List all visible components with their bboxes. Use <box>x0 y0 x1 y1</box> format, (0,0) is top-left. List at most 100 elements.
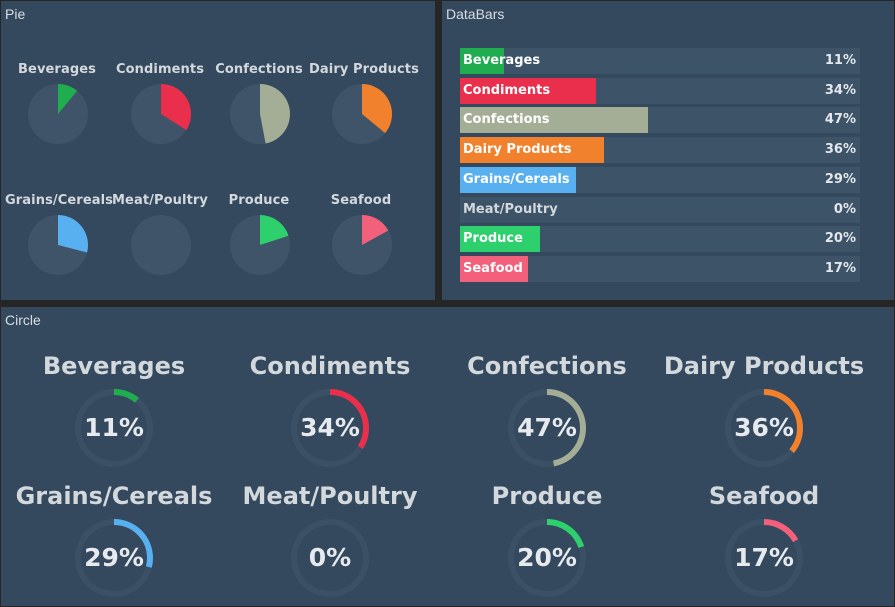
gauge-arc <box>75 519 153 597</box>
databar-fill <box>460 167 576 193</box>
databar-label: Meat/Poultry <box>463 202 558 217</box>
gauge-label: Seafood <box>708 482 820 510</box>
pie-chart <box>131 84 191 144</box>
databar-percent: 47% <box>824 112 856 127</box>
pie-item-beverages: Beverages <box>5 62 109 172</box>
pie-item-produce: Produce <box>207 193 311 303</box>
databar-row-meat-poultry: Meat/Poultry 0% <box>460 197 860 223</box>
gauge-arc <box>725 519 803 597</box>
gauge-ring <box>725 389 803 467</box>
gauge-ring <box>75 519 153 597</box>
pie-item-seafood: Seafood <box>309 193 413 303</box>
databar-percent: 17% <box>824 261 856 276</box>
pie-slice <box>362 215 389 245</box>
databar-label: Seafood <box>463 261 523 276</box>
databars-panel-title: DataBars <box>446 6 505 22</box>
pie-chart <box>28 84 88 144</box>
databar-fill <box>460 256 528 282</box>
pie-label: Condiments <box>115 62 205 77</box>
pie-item-dairy-products: Dairy Products <box>309 62 419 172</box>
gauge-label: Confections <box>467 352 627 380</box>
gauge-arc <box>508 519 586 597</box>
gauge-item-dairy-products: Dairy Products 36% <box>656 352 872 472</box>
databar-percent: 36% <box>824 142 856 157</box>
gauge-value: 47% <box>517 413 577 442</box>
pie-background <box>131 215 191 275</box>
pie-slice <box>58 215 88 253</box>
gauge-value: 34% <box>300 413 360 442</box>
gauge-value: 17% <box>734 543 794 572</box>
pie-slice <box>260 84 291 144</box>
databar-label: Grains/Cereals <box>463 172 570 187</box>
pie-slice <box>362 84 392 134</box>
pie-chart <box>28 215 88 275</box>
gauge-arc <box>508 389 586 467</box>
gauge-item-beverages: Beverages 11% <box>6 352 222 472</box>
databar-label: Produce <box>463 231 523 246</box>
pie-chart <box>131 215 191 275</box>
databar-fill <box>460 78 596 104</box>
gauge-label: Grains/Cereals <box>15 482 213 510</box>
gauge-ring <box>725 519 803 597</box>
pie-item-condiments: Condiments <box>108 62 212 172</box>
pie-slice <box>58 84 78 114</box>
databar-fill <box>460 107 648 133</box>
pie-chart <box>332 215 392 275</box>
circle-panel: Circle Beverages 11% Condiments 34% Confecti… <box>1 307 894 606</box>
pie-label: Seafood <box>330 193 392 208</box>
gauge-item-condiments: Condiments 34% <box>222 352 438 472</box>
databar-row-grains-cereals: Grains/Cereals 29% <box>460 167 860 193</box>
gauge-ring <box>508 389 586 467</box>
databar-fill <box>460 137 604 163</box>
gauge-arc <box>291 389 369 467</box>
gauge-arc <box>725 389 803 467</box>
pie-panel-title: Pie <box>5 6 26 22</box>
gauge-item-produce: Produce 20% <box>439 482 655 602</box>
gauge-item-seafood: Seafood 17% <box>656 482 872 602</box>
pie-label: Produce <box>228 193 290 208</box>
gauge-item-confections: Confections 47% <box>439 352 655 472</box>
databar-label: Beverages <box>463 53 541 68</box>
databar-row-produce: Produce 20% <box>460 226 860 252</box>
gauge-ring <box>291 389 369 467</box>
gauge-value: 20% <box>517 543 577 572</box>
gauge-ring <box>291 519 369 597</box>
gauge-arc <box>75 389 153 467</box>
pie-label: Grains/Cereals <box>5 193 114 208</box>
pie-slice <box>260 215 289 245</box>
pie-item-grains-cereals: Grains/Cereals <box>5 193 114 303</box>
databar-label: Confections <box>463 112 550 127</box>
gauge-label: Meat/Poultry <box>242 482 418 510</box>
databar-percent: 34% <box>824 83 856 98</box>
databar-label: Condiments <box>463 83 551 98</box>
gauge-value: 36% <box>734 413 794 442</box>
gauge-label: Beverages <box>42 352 186 380</box>
databar-percent: 20% <box>824 231 856 246</box>
pie-slice <box>161 84 191 131</box>
pie-chart <box>230 84 291 144</box>
databar-row-condiments: Condiments 34% <box>460 78 860 104</box>
gauge-value: 29% <box>84 543 144 572</box>
pie-panel: Pie Beverages Condiments Confections Dairy … <box>1 1 435 300</box>
pie-item-confections: Confections <box>207 62 311 172</box>
gauge-item-meat-poultry: Meat/Poultry 0% <box>222 482 438 602</box>
pie-label: Dairy Products <box>309 62 419 77</box>
pie-chart <box>332 84 392 144</box>
databar-row-dairy-products: Dairy Products 36% <box>460 137 860 163</box>
databar-row-seafood: Seafood 17% <box>460 256 860 282</box>
gauge-ring <box>75 389 153 467</box>
gauge-label: Condiments <box>249 352 411 380</box>
databar-label: Dairy Products <box>463 142 572 157</box>
gauge-label: Dairy Products <box>663 352 865 380</box>
circle-panel-title: Circle <box>5 312 41 328</box>
databar-row-confections: Confections 47% <box>460 107 860 133</box>
databar-fill <box>460 226 540 252</box>
pie-chart <box>230 215 290 275</box>
pie-item-meat-poultry: Meat/Poultry <box>108 193 212 303</box>
databar-percent: 0% <box>833 202 856 217</box>
gauge-value: 11% <box>84 413 144 442</box>
databar-percent: 29% <box>824 172 856 187</box>
pie-label: Beverages <box>18 62 96 77</box>
gauge-value: 0% <box>308 543 352 572</box>
gauge-item-grains-cereals: Grains/Cereals 29% <box>6 482 222 602</box>
